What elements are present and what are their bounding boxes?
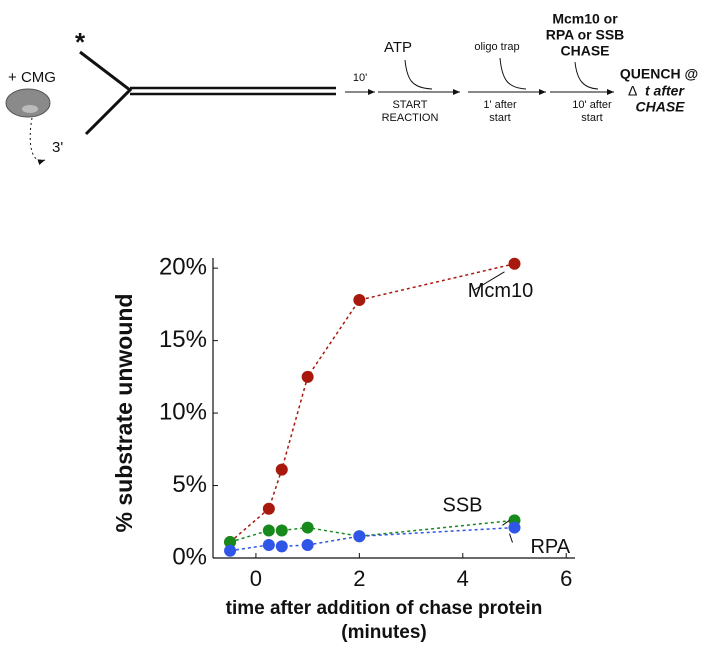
step-note: start [489, 112, 510, 124]
cmg-label: + CMG [8, 69, 56, 86]
series-label: SSB [442, 495, 482, 517]
diagram: * + CMG 3' 10' ATP START REACTION oligo … [5, 11, 698, 166]
step-label: ATP [384, 39, 412, 56]
x-axis-label: time after addition of chase protein [226, 598, 543, 619]
step-note: 10' after [572, 99, 612, 111]
quench-label: CHASE [635, 99, 685, 115]
y-tick-label: 20% [159, 253, 207, 280]
series-line [229, 519, 515, 543]
data-point [508, 521, 521, 534]
series-line [229, 263, 515, 543]
curve [404, 59, 433, 90]
curve [574, 61, 599, 90]
cmg-icon [22, 105, 38, 113]
step-note: REACTION [382, 112, 439, 124]
data-point [301, 370, 314, 383]
annotation-leader [502, 519, 510, 526]
curve [499, 57, 527, 90]
x-axis-label: (minutes) [341, 622, 427, 643]
data-point [262, 502, 275, 515]
star: * [75, 27, 86, 57]
data-point [224, 536, 237, 549]
data-point [262, 538, 275, 551]
annotation-leader [509, 533, 513, 543]
series-label: RPA [530, 536, 570, 558]
x-tick-label: 0 [250, 566, 262, 591]
data-point [301, 521, 314, 534]
data-point [508, 257, 521, 270]
x-tick-label: 4 [457, 566, 469, 591]
step-label: Mcm10 or [552, 11, 618, 27]
y-tick-label: 10% [159, 398, 207, 425]
step-note: start [581, 112, 602, 124]
quench-label: t after [645, 83, 685, 99]
chart: 0% 5% 10% 15% 20% 0 2 4 6 % substrate unwound time… [111, 253, 575, 643]
annotation-leader [474, 271, 505, 291]
series-line [229, 526, 515, 552]
step-note: START [392, 99, 427, 111]
quench-delta: Δ [628, 83, 637, 99]
time-label: 10' [353, 72, 367, 84]
data-point [275, 540, 288, 553]
y-axis-label: % substrate unwound [111, 294, 137, 533]
series-label: Mcm10 [468, 280, 534, 302]
step-label: CHASE [560, 43, 609, 59]
x-tick-label: 2 [353, 566, 365, 591]
data-point [224, 544, 237, 557]
step-label: RPA or SSB [546, 27, 625, 43]
dotted-arrow [29, 117, 46, 166]
data-point [262, 524, 275, 537]
fork [79, 50, 133, 136]
end-label: 3' [52, 139, 63, 156]
quench-label: QUENCH @ [620, 66, 698, 82]
data-point [275, 524, 288, 537]
data-point [353, 530, 366, 543]
step-note: 1' after [483, 99, 517, 111]
y-tick-label: 0% [172, 543, 207, 570]
x-tick-label: 6 [560, 566, 572, 591]
data-point [353, 294, 366, 307]
y-tick-label: 15% [159, 326, 207, 353]
data-point [301, 538, 314, 551]
step-label: oligo trap [474, 41, 519, 53]
y-tick-label: 5% [172, 471, 207, 498]
data-point [275, 463, 288, 476]
cmg-icon [5, 88, 51, 118]
